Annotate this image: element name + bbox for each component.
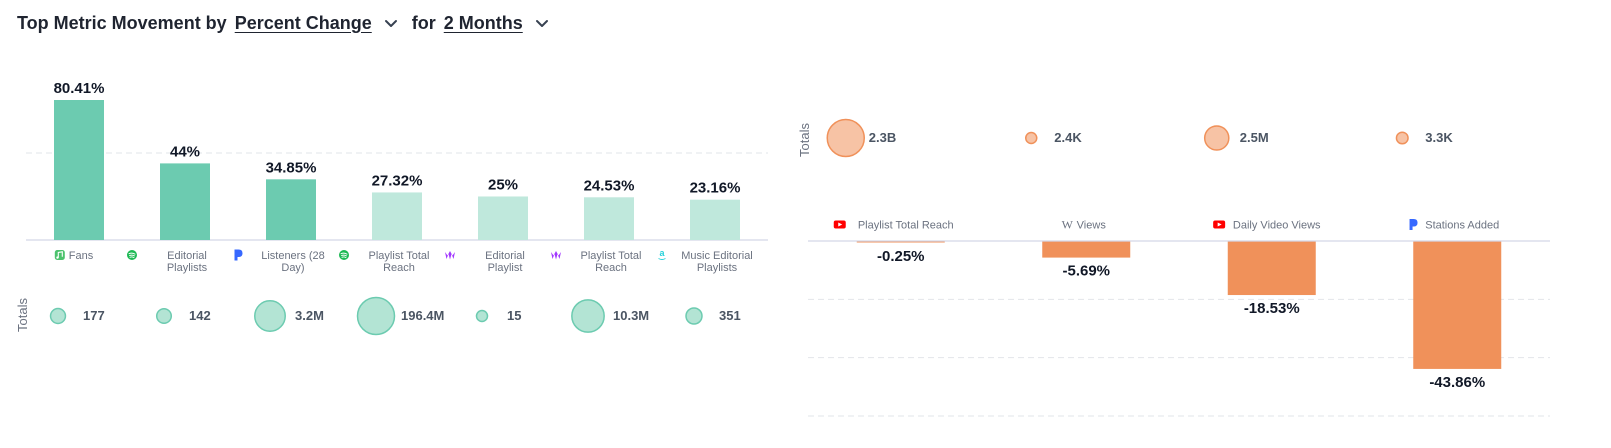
bar[interactable] xyxy=(160,163,210,240)
amazon-music-icon: a xyxy=(658,248,666,260)
decliners-chart: -0.25% Playlist Total Reach 2.3B -5.69% W Vie… xyxy=(797,118,1550,417)
total-value: 15 xyxy=(507,308,521,323)
total-value: 2.3B xyxy=(869,130,896,145)
bar[interactable] xyxy=(54,100,104,240)
category-label: Editorial Playlists xyxy=(167,250,208,274)
category-label: Music Editorial Playlists xyxy=(681,250,753,274)
bar[interactable] xyxy=(478,196,528,240)
header-for: for xyxy=(411,12,436,33)
total-bubble xyxy=(254,300,286,332)
spotify-icon xyxy=(339,250,349,260)
bar[interactable] xyxy=(372,192,422,240)
pandora-icon xyxy=(1409,219,1418,230)
total-value: 2.5M xyxy=(1240,130,1269,145)
total-value: 196.4M xyxy=(401,308,444,323)
svg-text:a: a xyxy=(659,248,665,258)
total-bubble xyxy=(1025,131,1038,145)
total-bubble xyxy=(685,307,703,325)
bar[interactable] xyxy=(1227,241,1316,296)
wikipedia-icon: W xyxy=(1062,218,1074,232)
deezer-icon xyxy=(445,251,455,260)
bar[interactable] xyxy=(266,179,316,240)
bar-value-label: 23.16% xyxy=(690,180,741,197)
category-label: Playlist Total Reach xyxy=(858,220,954,232)
category-label: Fans xyxy=(69,250,94,262)
total-value: 2.4K xyxy=(1054,130,1082,145)
pandora-icon xyxy=(234,249,243,261)
total-value: 3.2M xyxy=(295,308,324,323)
bar[interactable] xyxy=(690,199,740,240)
bar-value-label: 34.85% xyxy=(266,159,317,176)
gainers-chart: 80.41% Fans 177 44% Editorial Playlists 142 34.… xyxy=(15,80,768,336)
bar-value-label: -18.53% xyxy=(1244,300,1300,317)
youtube-icon xyxy=(1213,220,1226,229)
total-bubble xyxy=(571,299,605,333)
total-bubble xyxy=(826,118,865,158)
apple-music-icon xyxy=(54,250,65,260)
category-label: Views xyxy=(1077,220,1107,232)
total-value: 351 xyxy=(719,308,741,323)
chevron-down-icon[interactable] xyxy=(380,12,402,34)
header-title: Top Metric Movement by xyxy=(17,12,227,33)
bar-value-label: 25% xyxy=(488,176,518,193)
chevron-down-icon[interactable] xyxy=(531,12,553,34)
svg-text:W: W xyxy=(1062,218,1074,232)
total-bubble xyxy=(356,296,396,336)
deezer-icon xyxy=(551,251,561,260)
bar-value-label: 44% xyxy=(170,143,200,160)
totals-label: Totals xyxy=(15,298,30,332)
metric-select[interactable]: Percent Change xyxy=(234,12,372,33)
total-bubble xyxy=(49,307,67,325)
youtube-icon xyxy=(833,220,846,229)
total-value: 177 xyxy=(83,308,105,323)
totals-label: Totals xyxy=(797,123,812,157)
bar-value-label: 24.53% xyxy=(584,177,635,194)
total-value: 10.3M xyxy=(613,308,649,323)
category-label: Stations Added xyxy=(1425,220,1499,232)
bar-value-label: 80.41% xyxy=(54,80,105,97)
category-label: Daily Video Views xyxy=(1233,220,1321,232)
total-bubble xyxy=(1203,125,1230,151)
period-select[interactable]: 2 Months xyxy=(443,12,523,33)
category-label: Editorial Playlist xyxy=(485,250,525,274)
total-bubble xyxy=(1395,131,1409,145)
spotify-icon xyxy=(127,250,137,260)
bar[interactable] xyxy=(1413,241,1502,369)
total-bubble xyxy=(475,309,489,323)
bar-value-label: -0.25% xyxy=(877,248,925,265)
category-label: Listeners (28 Day) xyxy=(261,250,325,274)
bar[interactable] xyxy=(856,241,945,243)
total-value: 3.3K xyxy=(1425,130,1453,145)
bar[interactable] xyxy=(1042,241,1131,258)
chart-header: Top Metric Movement by Percent Change fo… xyxy=(17,8,563,38)
bar[interactable] xyxy=(584,197,634,240)
bar-value-label: -5.69% xyxy=(1062,263,1110,280)
bar-value-label: 27.32% xyxy=(372,172,423,189)
category-label: Playlist Total Reach xyxy=(581,250,642,274)
category-label: Playlist Total Reach xyxy=(369,250,430,274)
bar-value-label: -43.86% xyxy=(1429,374,1485,391)
total-bubble xyxy=(155,307,173,325)
total-value: 142 xyxy=(189,308,211,323)
